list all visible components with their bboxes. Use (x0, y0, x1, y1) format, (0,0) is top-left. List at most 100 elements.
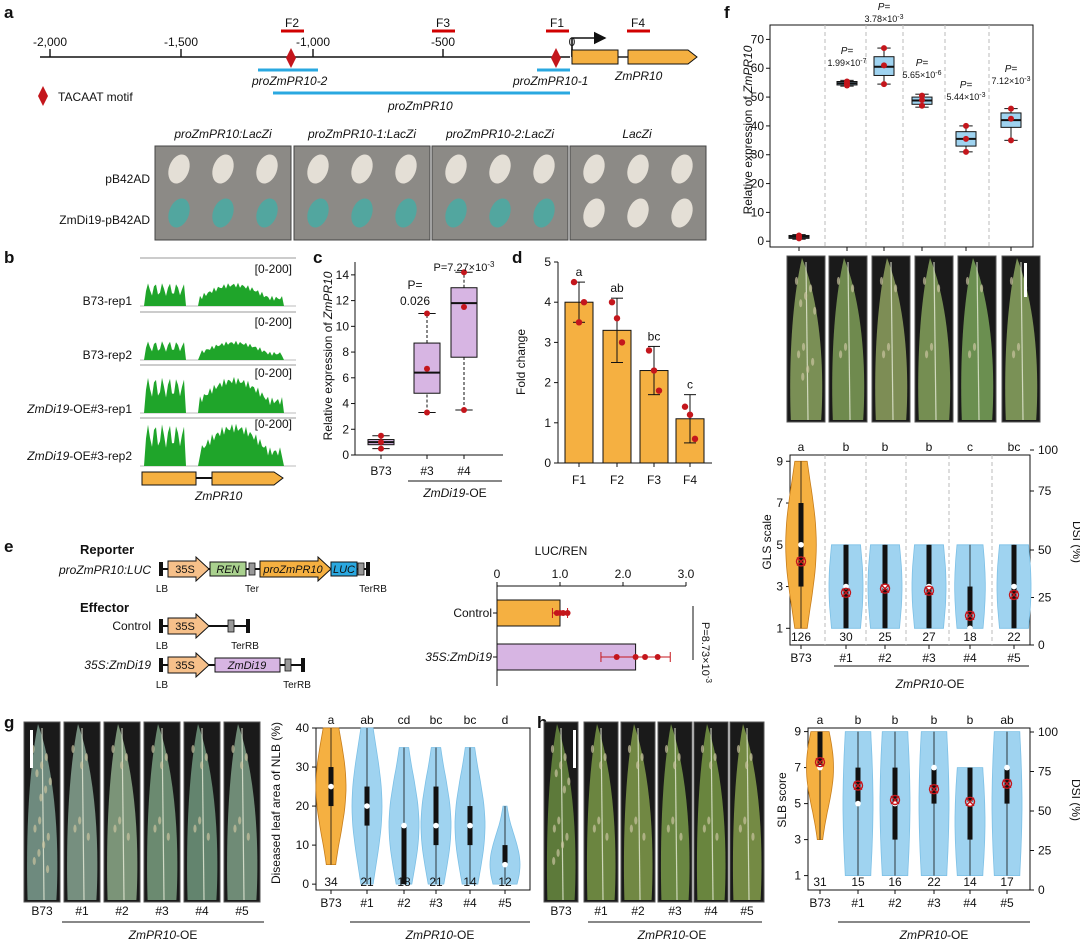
group-label: ZmPR10-OE (128, 928, 198, 942)
group-label: ZmPR10-OE (405, 928, 475, 942)
sample-count: 12 (498, 875, 512, 889)
x-tick-label: #1 (839, 651, 853, 665)
x-tick-label: #4 (463, 896, 477, 910)
data-point (681, 403, 689, 410)
mean-marker (814, 757, 826, 768)
leaf-photo-lesion (936, 284, 941, 293)
y-tick-label: 3 (794, 833, 801, 847)
yeast-spot (256, 198, 278, 228)
panel-d-axis: 0 1 2 3 4 5 F1 F2 F3 F4 (544, 255, 712, 487)
leaf-photo-lesion (563, 753, 567, 762)
leaf-photo-midrib (805, 261, 809, 421)
mean-marker (852, 780, 864, 791)
panel-f-axis: 0 10 20 30 40 50 60 70 (751, 24, 1034, 251)
p-value-exponent: -3 (897, 14, 903, 21)
group-label: ZmPR10-OE (899, 928, 969, 942)
mean-marker (923, 585, 935, 596)
leaf-photo-lesion (32, 857, 36, 866)
data-point (963, 122, 969, 129)
y-tick-label: 5 (544, 255, 551, 269)
leaf-photo-lesion (86, 832, 90, 841)
yeast-column-label: LacZi (622, 127, 652, 141)
yeast-column-label: proZmPR10:LacZi (173, 127, 272, 141)
y-tick-label: 0 (342, 448, 349, 462)
x-tick-label: 2.0 (615, 567, 632, 581)
leaf-photo-lesion (967, 350, 972, 359)
leaf-photo-lesion (634, 816, 638, 825)
leaf-photo-lesion (972, 342, 977, 351)
leaf-photo-lesion (33, 824, 37, 833)
leaf-photo-lesion (640, 753, 644, 762)
leaf-photo-lesion (881, 350, 886, 359)
leaf-photo-lesion (111, 745, 115, 753)
leaf-photo-midrib (41, 727, 45, 901)
y2-tick-label: 50 (1038, 804, 1052, 818)
y2-tick-label: 75 (1038, 484, 1052, 498)
y-tick-label: 20 (751, 177, 765, 191)
leaf-photo-lesion (206, 832, 210, 841)
leaf-photo-midrib (746, 727, 750, 901)
leaf-photo-midrib (933, 261, 937, 421)
panel-h-leaf-photos: B73 #1 #2 #3 #4 #5 (543, 721, 765, 918)
x-tick-label: F3 (647, 473, 661, 487)
data-point (424, 365, 430, 372)
leaf-photo-lesion (200, 761, 204, 770)
leaf-photo-lesion (745, 761, 749, 770)
x-tick-label: #5 (1007, 651, 1021, 665)
sample-count: 31 (813, 875, 827, 889)
group-label: ZmPR10-OE (895, 677, 965, 691)
reporter-construct: 35S REN proZmPR10 LUC LB Ter TerRB (156, 555, 387, 595)
significance-letter: c (967, 440, 973, 454)
y-tick-label: 1 (794, 869, 801, 883)
data-point (461, 304, 467, 311)
y-tick-label: 9 (794, 725, 801, 739)
x-tick-label: #4 (963, 896, 977, 910)
mean-marker-x (880, 584, 890, 594)
data-point (642, 654, 649, 660)
y-axis-title: Relative expression of ZmPR10 (741, 45, 755, 214)
p-value-prefix: P= (1005, 64, 1018, 75)
significance-letter: b (855, 713, 862, 727)
leaf-photo-midrib (1020, 261, 1024, 421)
leaf-photo-lesion (929, 342, 934, 351)
x-axis-title: LUC/REN (535, 544, 588, 558)
group-label: ZmPR10-OE (637, 928, 707, 942)
p-value-exponent: -7 (860, 58, 866, 65)
panel-e: e Reporter proZmPR10:LUC Effector Contro… (4, 537, 714, 691)
photo-label: #4 (195, 904, 209, 918)
panel-f-violin-plot: a 126 b 30 b 25 b 27 c 18 bc 22 (785, 440, 1032, 644)
p-value: 7.12×10-3 (991, 76, 1030, 87)
y-tick-label: 30 (751, 148, 765, 162)
leaf-photo-lesion (160, 761, 164, 770)
panel-label-b: b (4, 248, 14, 267)
leaf-photo-lesion (113, 824, 117, 833)
part-label: REN (216, 564, 239, 576)
sample-count: 21 (429, 875, 443, 889)
part-label: LB (156, 641, 169, 652)
leaf-photo-midrib (121, 727, 125, 901)
p-value: P=7.27×10-3 (434, 260, 496, 275)
mean-marker (795, 556, 807, 567)
leaf-photo-lesion (1009, 276, 1014, 285)
x-tick-label: #5 (1000, 896, 1014, 910)
leaf-photo-midrib (600, 727, 604, 901)
y-tick-label: 6 (342, 371, 349, 385)
leaf-photo-lesion (677, 753, 681, 762)
category-label: 35S:ZmDi19 (425, 650, 492, 664)
data-point (564, 610, 571, 616)
leaf-photo-lesion (44, 753, 48, 762)
p-value: 5.65×10-6 (902, 70, 941, 81)
panel-e-plot (496, 599, 671, 671)
y2-tick-label: 100 (1038, 725, 1058, 739)
construct-name: proZmPR10:LUC (58, 563, 151, 577)
x-tick-label: #3 (922, 651, 936, 665)
panel-g-leaf-photos: B73 #1 #2 #3 #4 #5 (23, 721, 261, 918)
leaf-photo-lesion (556, 848, 560, 857)
data-point (618, 339, 626, 346)
mean-marker (840, 587, 852, 599)
leaf-photo-lesion (627, 745, 632, 753)
panel-label-h: h (537, 713, 547, 732)
photo-label: #2 (631, 904, 645, 918)
mean-marker-x (1002, 779, 1012, 789)
data-point (378, 432, 384, 439)
